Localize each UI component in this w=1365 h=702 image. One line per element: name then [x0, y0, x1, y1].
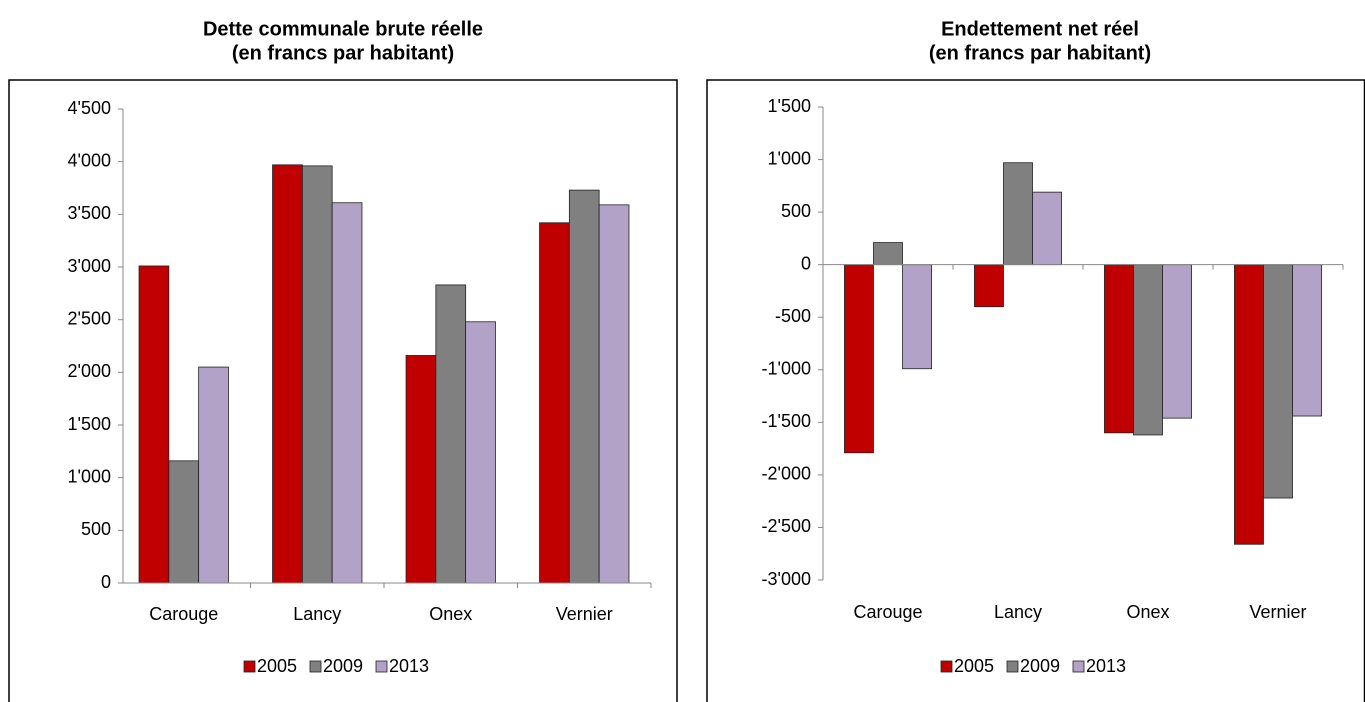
x-tick-label: Onex	[1126, 602, 1169, 622]
legend-label: 2009	[323, 656, 363, 676]
y-tick-label: -1'000	[762, 359, 811, 379]
x-tick-label: Carouge	[149, 604, 218, 624]
bar	[844, 264, 874, 454]
bar	[405, 355, 437, 584]
legend-label: 2013	[1086, 656, 1126, 676]
x-tick-label: Vernier	[556, 604, 613, 624]
y-tick-label: 4'500	[68, 98, 111, 118]
legend-swatch	[1006, 660, 1019, 673]
bar	[1032, 191, 1062, 266]
legend-label: 2009	[1020, 656, 1060, 676]
x-tick-label: Onex	[429, 604, 472, 624]
bar	[331, 202, 363, 584]
y-tick-label: -2'500	[762, 516, 811, 536]
x-tick-label: Vernier	[1249, 602, 1306, 622]
legend-swatch	[309, 660, 322, 673]
chart-title: Endettement net réel	[941, 18, 1139, 40]
chart-title: Dette communale brute réelle	[203, 18, 483, 40]
y-tick-label: 3'500	[68, 203, 111, 223]
bar	[568, 189, 600, 584]
bar	[1162, 264, 1192, 419]
y-tick-label: 1'000	[768, 148, 811, 168]
y-tick-label: -1'500	[762, 411, 811, 431]
bar	[598, 204, 630, 584]
legend-label: 2005	[954, 656, 994, 676]
bar	[873, 242, 903, 266]
legend-label: 2013	[389, 656, 429, 676]
x-tick-label: Lancy	[994, 602, 1042, 622]
bar	[1263, 264, 1293, 499]
y-tick-label: 500	[781, 201, 811, 221]
bar	[1292, 264, 1322, 417]
bar	[1104, 264, 1134, 434]
bar	[465, 321, 496, 584]
y-tick-label: -2'000	[762, 464, 811, 484]
bar	[138, 265, 170, 584]
chart-subtitle: (en francs par habitant)	[232, 42, 454, 64]
y-tick-label: 2'000	[68, 361, 111, 381]
y-tick-label: 2'500	[68, 308, 111, 328]
bar	[974, 264, 1004, 308]
x-tick-label: Lancy	[293, 604, 341, 624]
y-tick-label: 3'000	[68, 256, 111, 276]
bar	[539, 222, 570, 584]
y-tick-label: 0	[801, 253, 811, 273]
legend-swatch	[243, 660, 256, 673]
bar	[1003, 162, 1033, 266]
y-tick-label: 1'500	[768, 96, 811, 116]
left-frame	[8, 79, 678, 702]
y-tick-label: 0	[101, 572, 111, 592]
legend-label: 2005	[257, 656, 297, 676]
bar	[198, 366, 229, 584]
x-tick-label: Carouge	[853, 602, 922, 622]
y-tick-label: -500	[775, 306, 811, 326]
y-tick-label: 500	[81, 519, 111, 539]
bar	[1133, 264, 1163, 436]
y-tick-label: -3'000	[762, 569, 811, 589]
bar	[301, 165, 333, 584]
bar	[435, 284, 467, 584]
legend-swatch	[940, 660, 953, 673]
y-tick-label: 1'500	[68, 414, 111, 434]
bar	[168, 460, 200, 584]
chart-subtitle: (en francs par habitant)	[929, 42, 1151, 64]
legend-swatch	[375, 660, 388, 673]
bar	[1234, 264, 1264, 545]
y-tick-label: 1'000	[68, 466, 111, 486]
y-tick-label: 4'000	[68, 150, 111, 170]
bar	[272, 164, 303, 584]
bar	[902, 264, 932, 370]
legend-swatch	[1072, 660, 1085, 673]
